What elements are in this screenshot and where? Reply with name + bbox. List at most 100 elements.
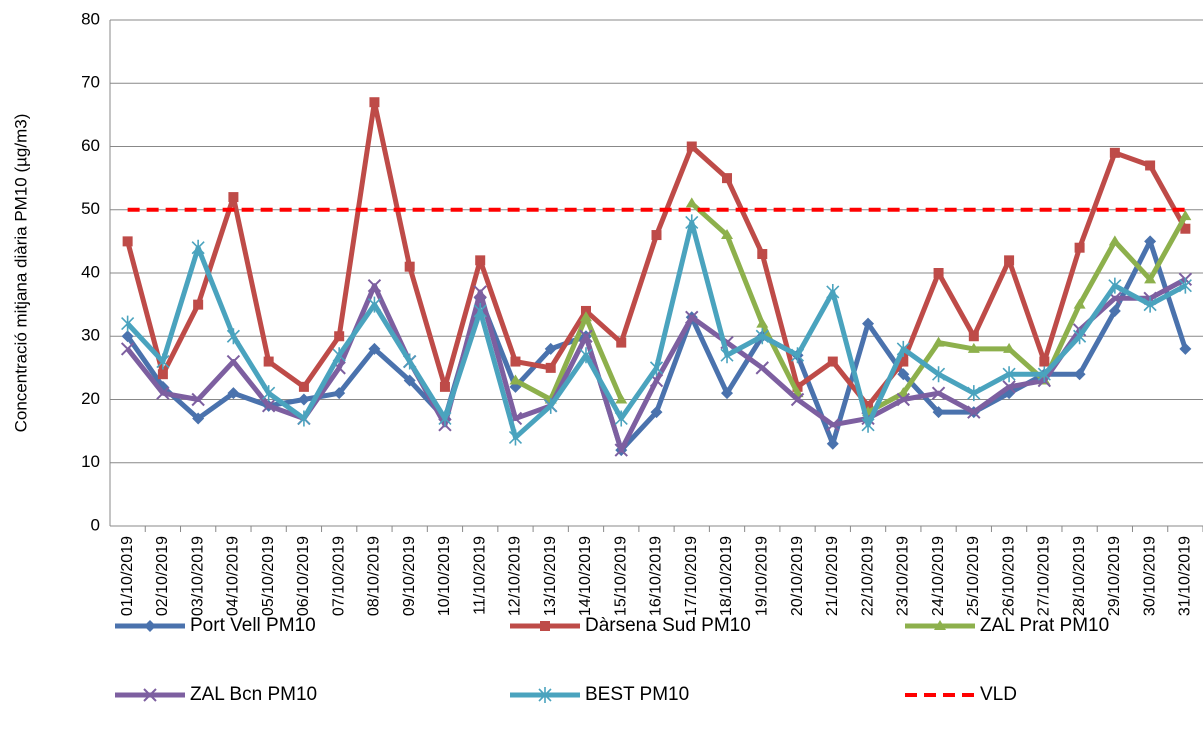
marker [144,620,156,632]
marker [685,197,698,208]
marker [1002,380,1016,394]
x-tick-label: 22/10/2019 [859,536,876,616]
marker [193,299,204,310]
marker [826,418,840,432]
marker [121,330,134,343]
marker [720,347,734,364]
marker [790,347,805,364]
marker [473,302,487,319]
marker [544,397,558,414]
marker [896,392,911,407]
marker [931,386,946,400]
marker [1108,277,1122,294]
marker [367,296,382,313]
x-tick-label: 21/10/2019 [824,536,841,616]
marker [1143,296,1157,313]
x-tick-label: 30/10/2019 [1141,536,1158,616]
x-tick-label: 15/10/2019 [612,536,629,616]
legend: Port Vell PM10 Dàrsena Sud PM10 ZAL Prat P… [115,615,1109,705]
y-axis-label: Concentració mitjana diària PM10 (µg/m3) [11,114,30,433]
marker [580,305,591,316]
marker [475,255,486,266]
marker [968,331,979,342]
marker [1003,342,1016,353]
marker [931,366,946,383]
x-tick-label: 20/10/2019 [789,536,806,616]
marker [439,381,450,392]
marker [191,392,205,407]
marker [967,342,980,353]
marker [333,387,346,400]
legend-label: VLD [980,684,1017,705]
marker [1144,235,1157,248]
x-tick-label: 05/10/2019 [260,536,277,616]
legend-label: Port Vell PM10 [190,615,316,636]
marker [226,328,240,345]
marker [1004,255,1015,266]
marker [228,192,239,203]
marker [545,362,556,373]
marker [650,406,663,419]
marker [1178,277,1192,294]
marker [863,400,874,411]
y-tick-label: 30 [81,326,100,345]
marker [191,239,205,256]
marker [614,443,628,457]
x-tick-label: 03/10/2019 [189,536,206,616]
marker [367,278,382,293]
x-tick-label: 17/10/2019 [683,536,700,616]
x-tick-label: 07/10/2019 [330,536,347,616]
marker [156,386,170,400]
marker [685,214,699,231]
marker [1073,368,1086,381]
marker [544,342,557,355]
marker [755,361,769,375]
marker [649,359,664,376]
x-tick-label: 02/10/2019 [154,536,171,616]
marker [826,283,840,300]
marker [614,410,628,427]
marker [1108,235,1121,246]
marker [121,315,135,332]
x-tick-label: 16/10/2019 [648,536,665,616]
marker [403,353,417,370]
marker [538,687,552,703]
y-tick-label: 80 [81,9,100,28]
marker [1179,210,1192,221]
marker [934,620,946,630]
marker [508,429,523,446]
marker [1039,356,1050,367]
y-tick-label: 40 [81,262,100,281]
marker [1074,242,1085,253]
marker [403,374,416,387]
x-tick-label: 12/10/2019 [507,536,524,616]
marker [861,416,875,433]
marker [1145,160,1156,171]
legend-label: BEST PM10 [585,684,689,705]
marker [827,356,838,367]
x-tick-label: 19/10/2019 [753,536,770,616]
marker [1073,328,1087,345]
marker [1180,223,1191,234]
x-tick-label: 18/10/2019 [718,536,735,616]
marker [933,268,944,278]
marker [757,249,768,260]
marker [686,141,697,152]
marker [404,261,415,272]
marker [722,173,733,184]
marker [685,310,699,324]
marker [297,393,310,406]
marker [967,385,981,402]
marker [297,410,311,427]
marker [755,328,769,345]
y-tick-label: 20 [81,389,100,408]
marker [438,410,452,427]
x-tick-label: 10/10/2019 [436,536,453,616]
marker [122,236,133,247]
marker [862,317,875,330]
y-tick-label: 70 [81,73,100,92]
marker [120,342,135,356]
marker [334,331,345,342]
marker [897,368,910,381]
x-tick-label: 14/10/2019 [577,536,594,616]
